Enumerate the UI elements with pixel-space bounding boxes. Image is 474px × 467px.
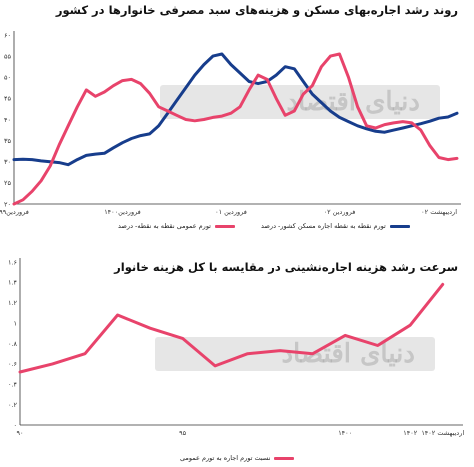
y-tick-label: ۰.۸	[8, 340, 18, 348]
legend-item-rent: تورم نقطه به نقطه اجاره مسکن کشور- درصد	[261, 222, 410, 230]
y-tick-label: ۵۰	[4, 74, 11, 82]
x-tick-label: فروردین۱۴۰۰	[104, 208, 141, 216]
legend-label-ratio: نسبت تورم اجاره به تورم عمومی	[180, 454, 271, 462]
legend-swatch-rent	[389, 224, 410, 228]
y-tick-label: ۲۰	[4, 200, 11, 208]
y-tick-label: ۰.۲	[8, 401, 18, 409]
y-tick-label: ۱	[14, 319, 18, 327]
legend-label-cpi: تورم عمومی نقطه به نقطه- درصد	[118, 222, 211, 230]
y-tick-label: ۳۵	[4, 137, 11, 145]
x-tick-label: ۱۴۰۰	[338, 429, 352, 437]
y-tick-label: ۰.۶	[8, 360, 17, 368]
rent-vs-cpi-chart: روند رشد اجاره‌بهای مسکن و هزینه‌های سبد…	[0, 0, 474, 232]
series-line-1	[12, 52, 459, 206]
y-tick-label: ۱.۶	[8, 258, 17, 266]
legend-swatch-ratio	[274, 456, 295, 460]
x-tick-label: ۹۵	[179, 429, 186, 437]
x-tick-label: فروردین ۰۱	[215, 208, 247, 216]
chart-title: سرعت رشد هزینه اجاره‌نشینی در مقایسه با …	[114, 260, 458, 274]
y-tick-label: ۵۵	[4, 52, 11, 60]
rent-ratio-chart: سرعت رشد هزینه اجاره‌نشینی در مقایسه با …	[0, 252, 474, 467]
series-line-0	[12, 52, 459, 167]
y-tick-label: ۱.۲	[8, 299, 18, 307]
legend-item-cpi: تورم عمومی نقطه به نقطه- درصد	[118, 222, 235, 230]
chart-legend: نسبت تورم اجاره به تورم عمومی	[180, 454, 295, 462]
x-tick-label: ۹۰	[17, 429, 24, 437]
y-tick-label: ۱.۴	[8, 279, 18, 287]
legend-item-ratio: نسبت تورم اجاره به تورم عمومی	[180, 454, 295, 462]
chart-plot: ۱.۶ ۱.۴ ۱.۲ ۱ ۰.۸ ۰.۶ ۰.۴ ۰.۲ ۰۹۰ ۹۵ ۱۴۰۰ ۱۴۰۲ اردیب…	[8, 258, 464, 437]
y-tick-label: ۳۰	[4, 158, 11, 166]
legend-label-rent: تورم نقطه به نقطه اجاره مسکن کشور- درصد	[261, 222, 386, 230]
chart-legend: تورم نقطه به نقطه اجاره مسکن کشور- درصد …	[118, 222, 410, 230]
y-tick-label: ۴۵	[4, 95, 11, 103]
x-tick-label: ۱۴۰۲	[403, 429, 417, 437]
x-tick-label: اردیبهشت ۱۴۰۲	[421, 429, 464, 437]
y-tick-label: ۰.۴	[8, 381, 18, 389]
x-tick-label: فروردین۹۹	[0, 208, 29, 216]
y-tick-label: ۲۵	[4, 179, 11, 187]
legend-swatch-cpi	[215, 224, 235, 228]
y-tick-label: ۴۰	[4, 116, 11, 124]
y-tick-label: ۰	[14, 421, 18, 429]
y-tick-label: ۶۰	[4, 31, 11, 39]
x-tick-label: فروردین ۰۲	[324, 208, 356, 216]
series-line-0	[18, 282, 445, 374]
chart-title: روند رشد اجاره‌بهای مسکن و هزینه‌های سبد…	[55, 3, 458, 17]
x-tick-label: اردیبهشت ۰۲	[421, 208, 457, 216]
